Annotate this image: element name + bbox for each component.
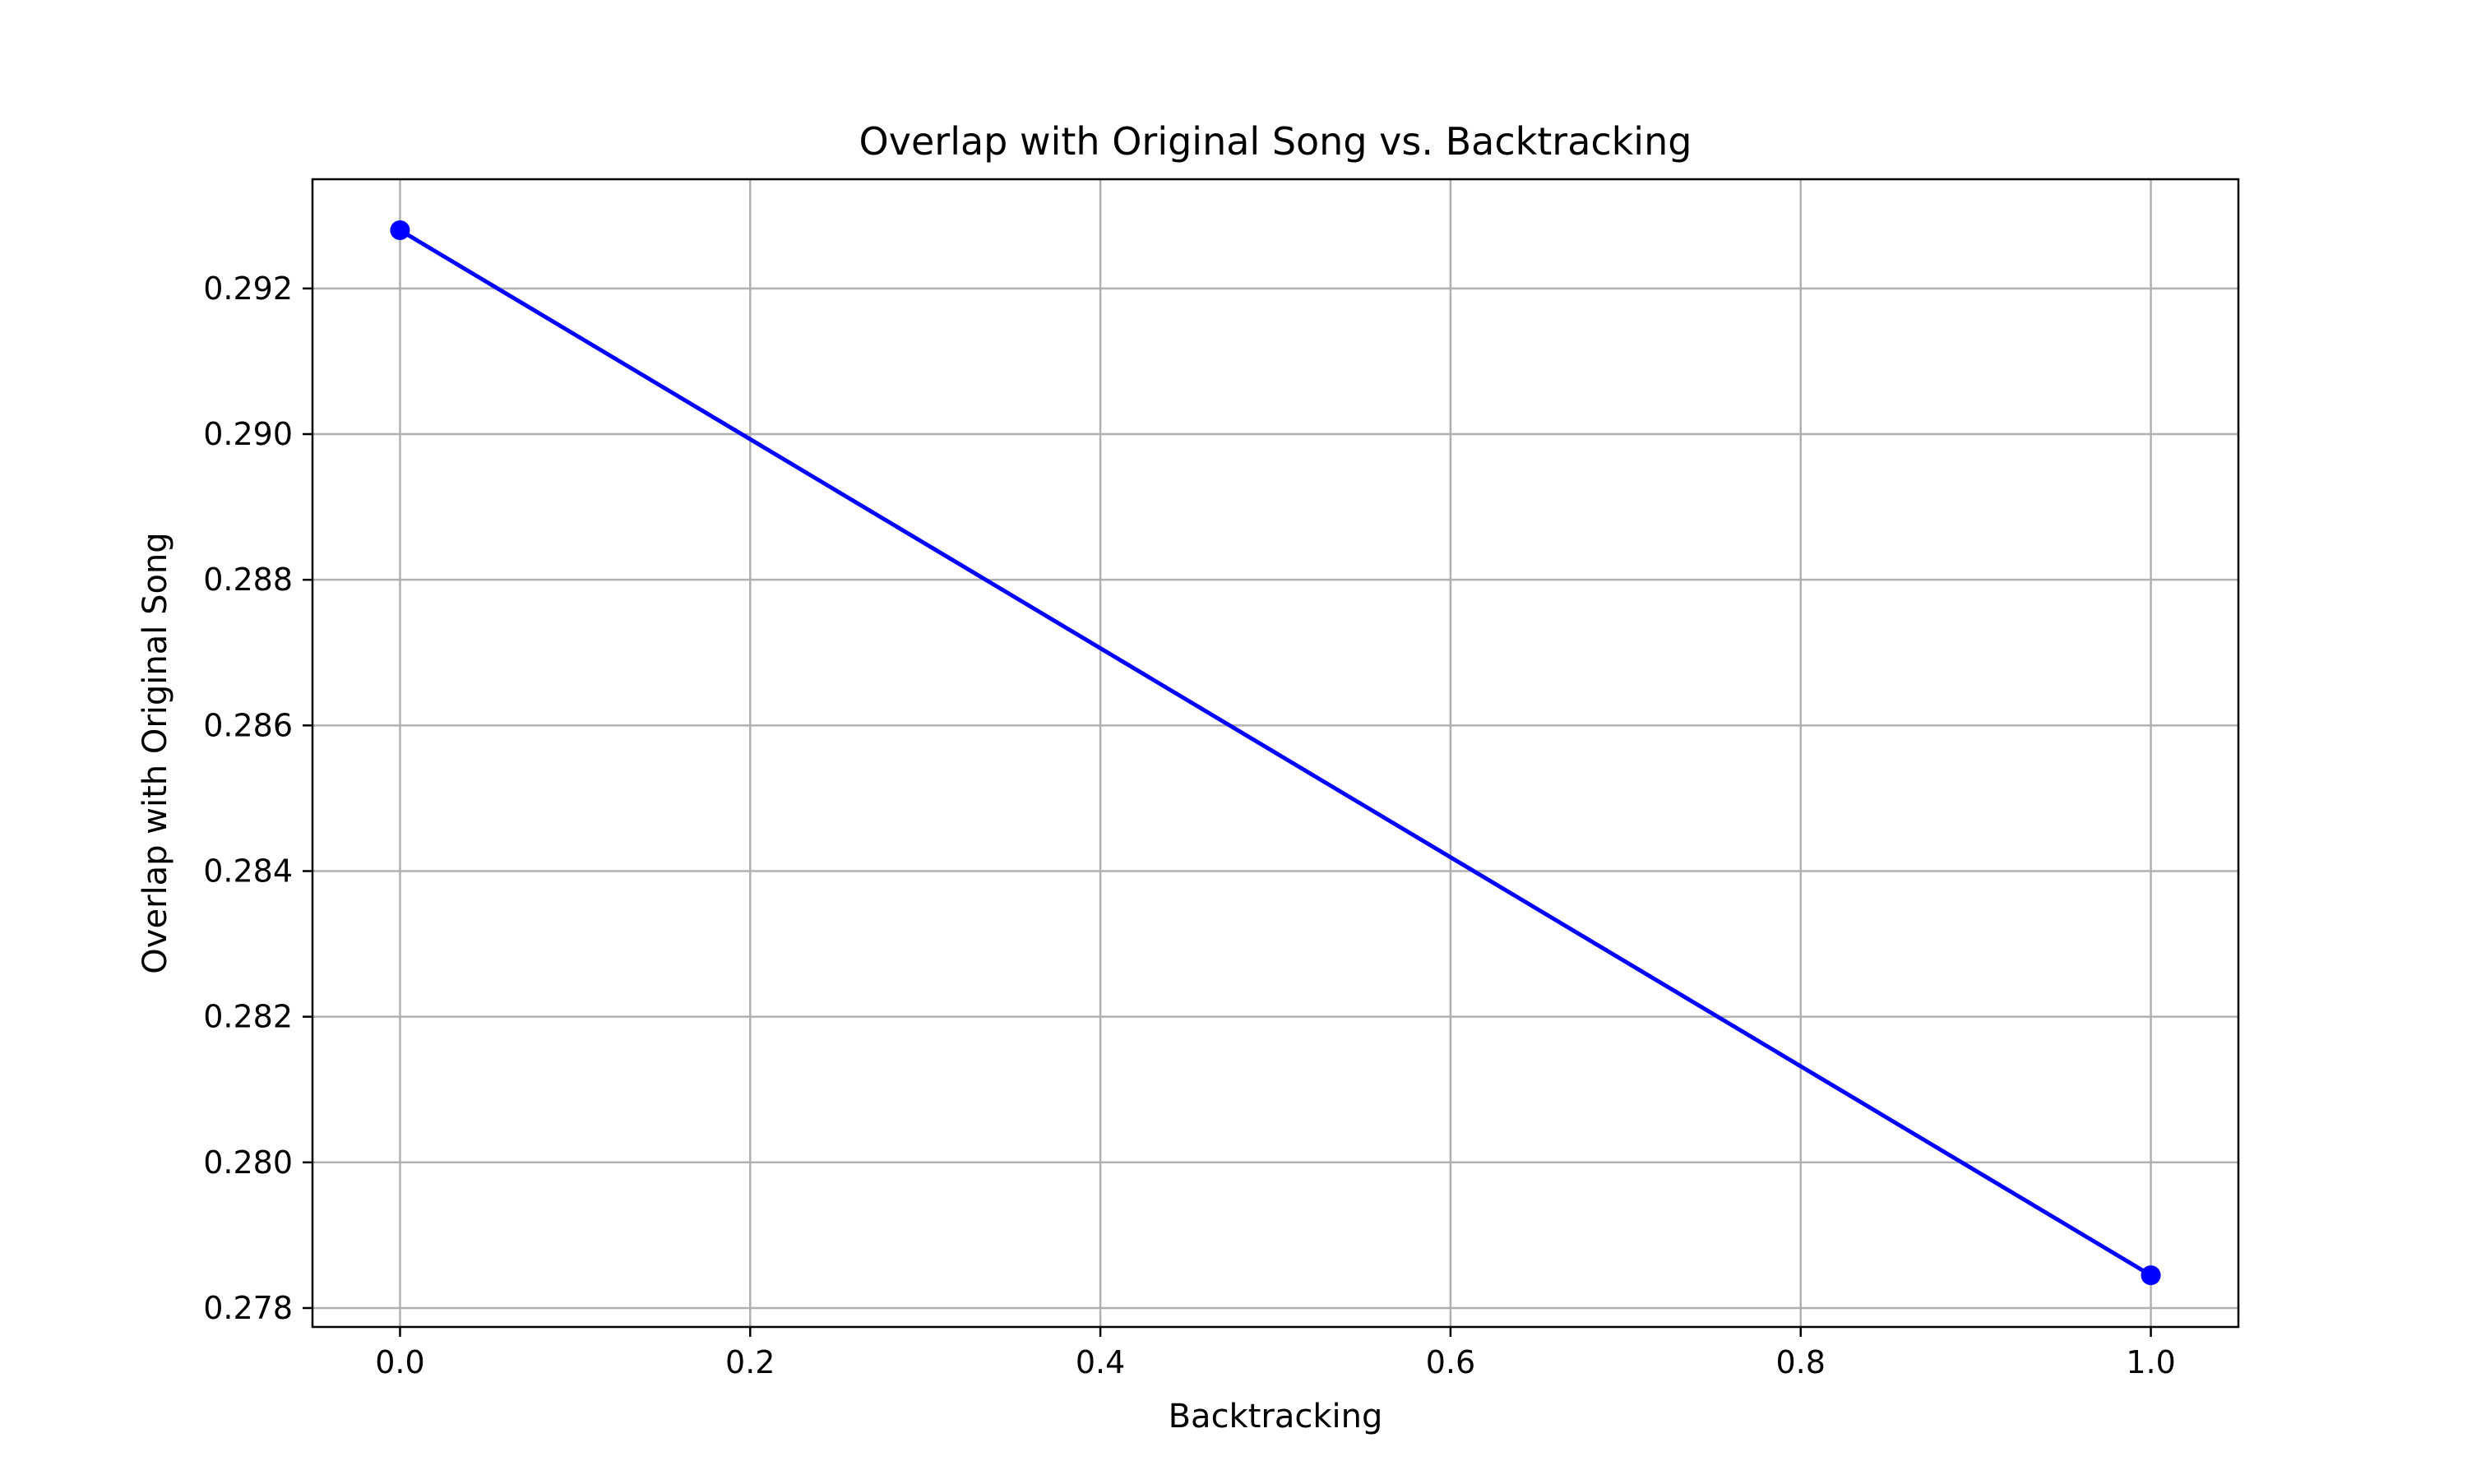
series-line bbox=[399, 228, 2152, 1278]
chart-title: Overlap with Original Song vs. Backtrack… bbox=[859, 119, 1692, 164]
x-axis-label: Backtracking bbox=[1169, 1398, 1383, 1435]
plot-frame bbox=[311, 178, 2240, 1329]
x-axis: 0.0 0.2 0.4 0.6 0.8 1.0 bbox=[375, 1327, 2176, 1380]
series-layer bbox=[390, 220, 2161, 1286]
x-tick-label: 0.0 bbox=[375, 1344, 424, 1380]
y-tick-label: 0.282 bbox=[203, 999, 293, 1035]
data-point bbox=[390, 220, 410, 241]
x-tick-label: 0.4 bbox=[1076, 1344, 1125, 1380]
x-tick-label: 0.2 bbox=[725, 1344, 775, 1380]
y-tick-label: 0.292 bbox=[203, 270, 293, 307]
y-axis-label: Overlap with Original Song bbox=[137, 532, 174, 973]
y-tick-label: 0.280 bbox=[203, 1144, 293, 1181]
y-tick-label: 0.284 bbox=[203, 853, 293, 889]
y-tick-label: 0.288 bbox=[203, 562, 293, 598]
data-point bbox=[2141, 1265, 2161, 1286]
grid bbox=[312, 179, 2238, 1327]
x-tick-label: 0.6 bbox=[1426, 1344, 1475, 1380]
y-axis: 0.278 0.280 0.282 0.284 0.286 0.288 0.290 0.292 bbox=[203, 270, 312, 1326]
x-tick-label: 1.0 bbox=[2126, 1344, 2175, 1380]
x-tick-label: 0.8 bbox=[1776, 1344, 1826, 1380]
y-tick-label: 0.286 bbox=[203, 707, 293, 743]
y-tick-label: 0.278 bbox=[203, 1290, 293, 1326]
y-tick-label: 0.290 bbox=[203, 416, 293, 452]
